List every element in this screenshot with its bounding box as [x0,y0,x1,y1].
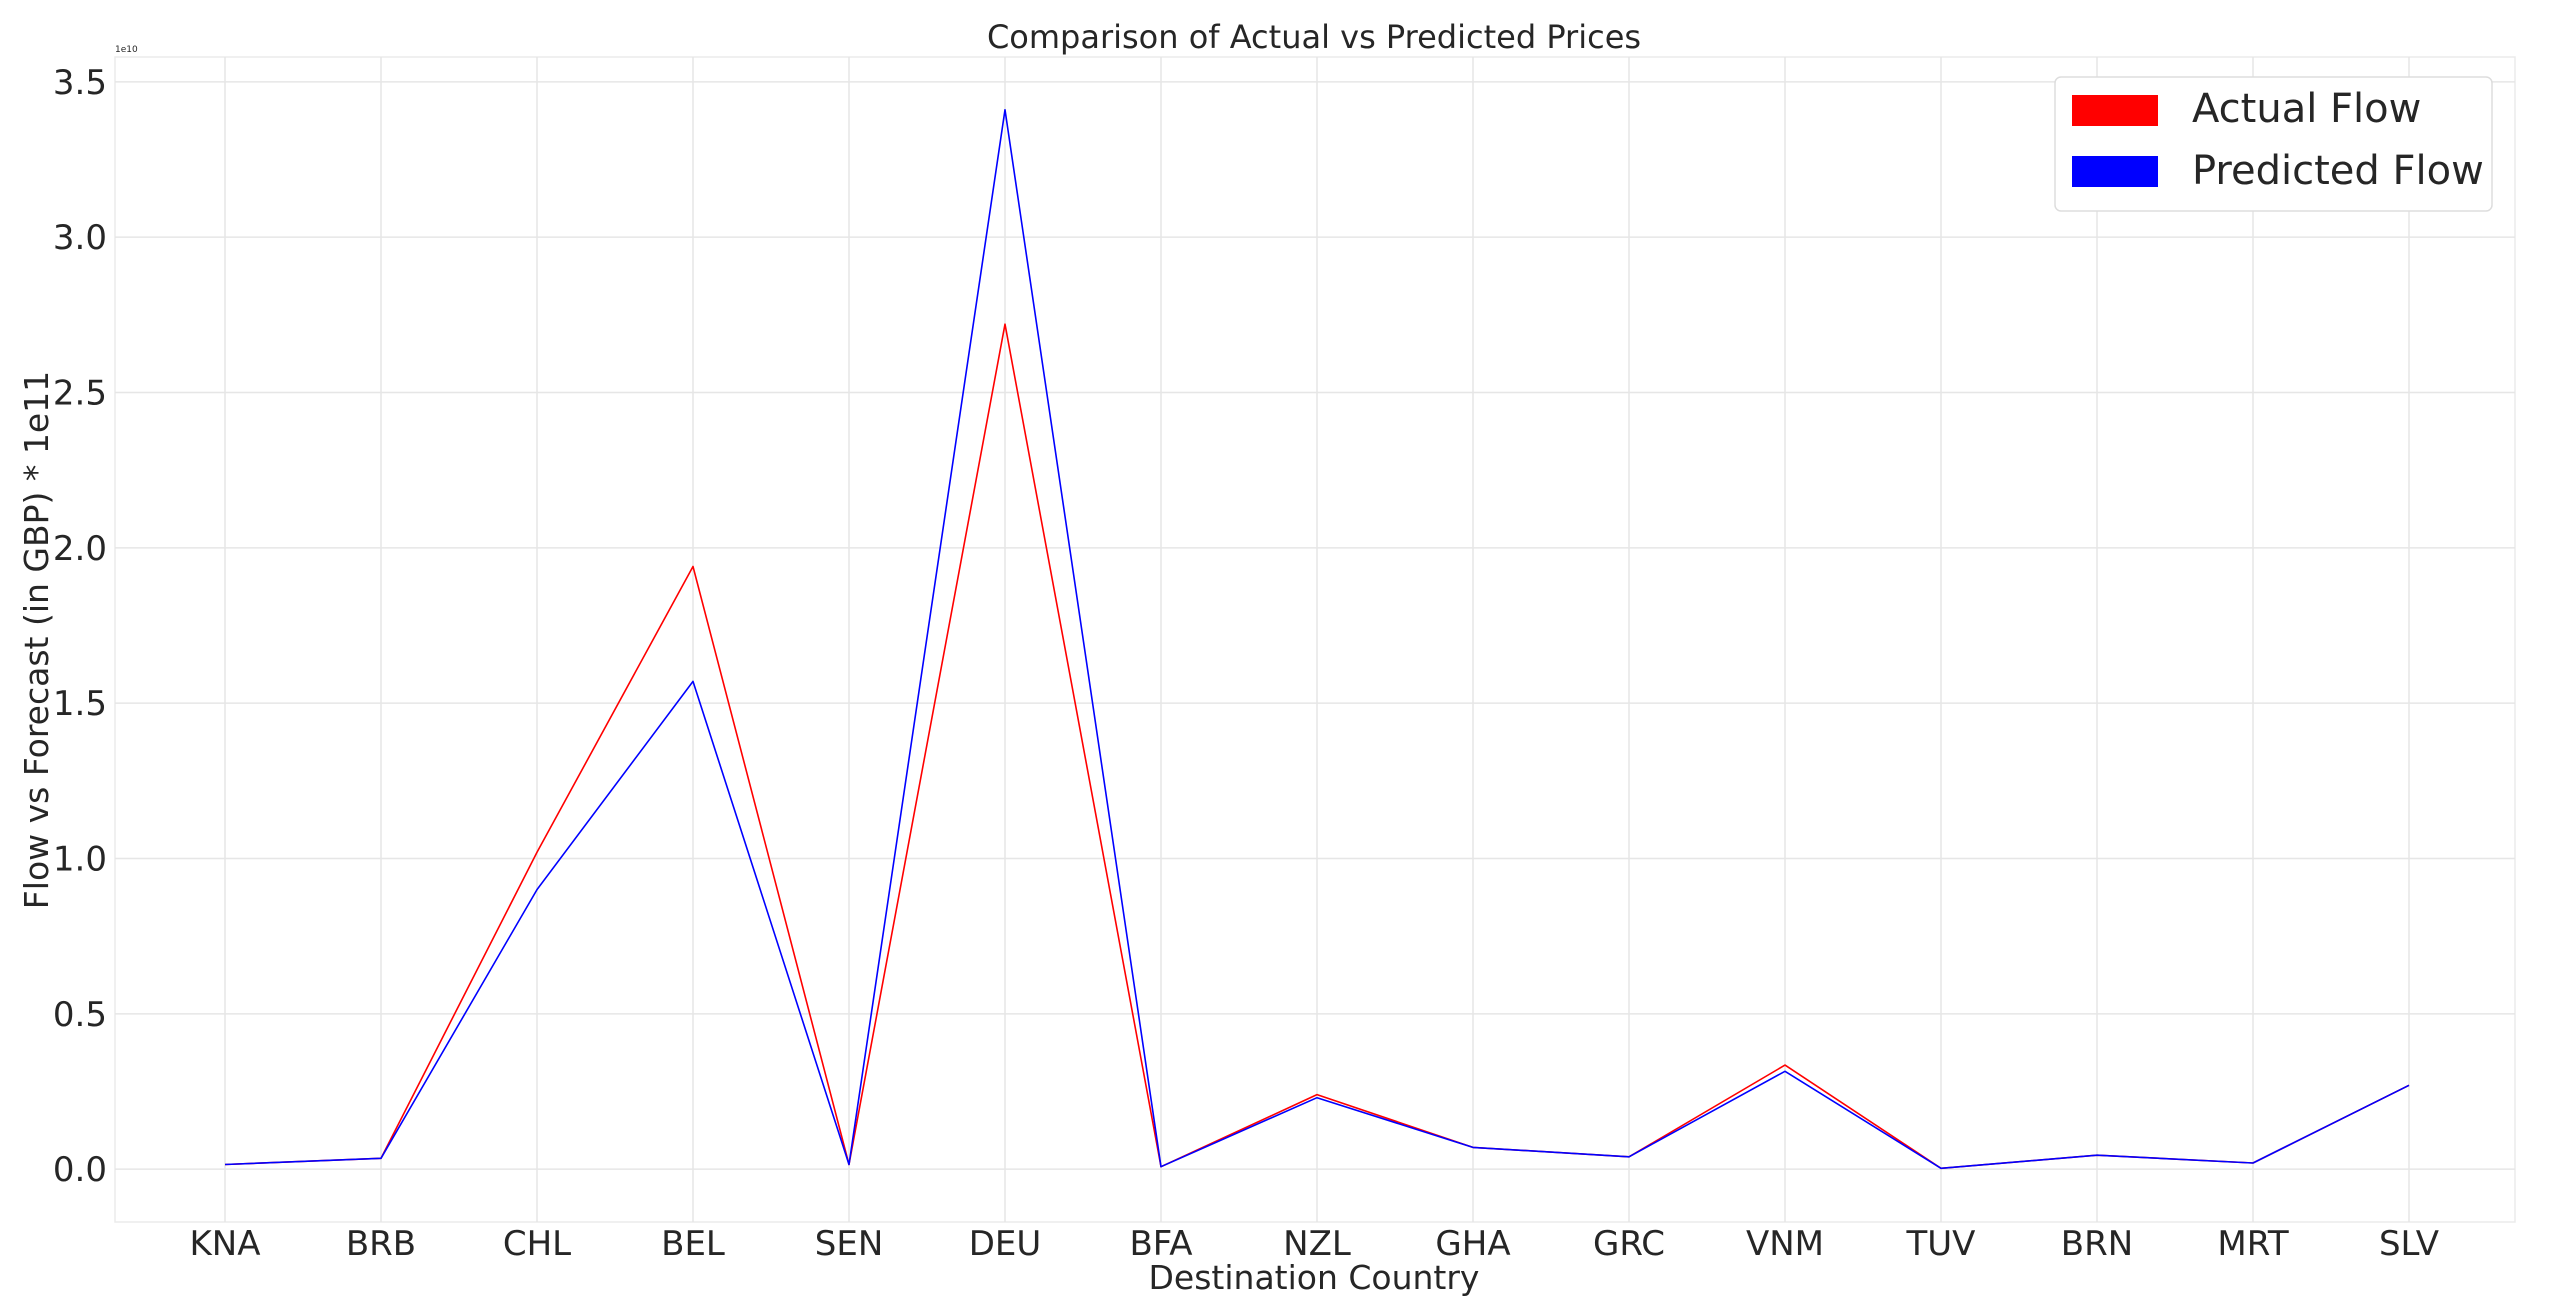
axis-offset-label: 1e10 [115,45,138,55]
y-tick-label: 3.5 [53,63,107,103]
y-tick-label: 0.5 [53,995,107,1035]
plot-area [114,56,2516,1223]
x-tick-label-slv: SLV [2379,1224,2439,1264]
x-tick-label-tuv: TUV [1906,1224,1976,1264]
x-tick-label-vnm: VNM [1746,1224,1824,1264]
x-tick-label-brb: BRB [346,1224,416,1264]
x-tick-label-bfa: BFA [1129,1224,1192,1264]
x-axis-label: Destination Country [1149,1258,1480,1297]
legend-swatch-actual-flow [2072,95,2158,126]
y-axis-ticks: 0.0 0.5 1.0 1.5 2.0 2.5 3.0 3.5 [53,63,107,1190]
y-tick-label: 1.5 [53,684,107,724]
series-lines [224,109,2410,1170]
x-tick-label-chl: CHL [503,1224,571,1264]
x-tick-label-brn: BRN [2061,1224,2133,1264]
grid [115,57,2515,1222]
x-tick-label-sen: SEN [815,1224,884,1264]
x-tick-label-bel: BEL [661,1224,725,1264]
y-tick-label: 3.0 [53,218,107,258]
x-tick-label-grc: GRC [1593,1224,1665,1264]
y-tick-label: 2.5 [53,374,107,414]
x-tick-label-mrt: MRT [2217,1224,2288,1264]
legend-label-actual-flow: Actual Flow [2192,86,2421,132]
chart-title: Comparison of Actual vs Predicted Prices [987,18,1641,56]
y-tick-label: 0.0 [53,1150,107,1190]
x-tick-label-kna: KNA [190,1224,261,1264]
legend-swatch-predicted-flow [2072,156,2158,187]
x-tick-label-deu: DEU [969,1224,1042,1264]
legend-label-predicted-flow: Predicted Flow [2192,148,2484,194]
series-line-predicted-flow [224,109,2410,1170]
x-tick-label-nzl: NZL [1283,1224,1351,1264]
legend-frame [2054,76,2493,212]
x-tick-label-gha: GHA [1435,1224,1510,1264]
y-tick-label: 1.0 [53,840,107,880]
legend: Actual Flow Predicted Flow [2054,76,2493,212]
x-axis-ticks: KNA BRB CHL BEL SEN DEU BFA NZL GHA GRC VNM TUV BRN M… [190,1224,2440,1264]
y-tick-label: 2.0 [53,529,107,569]
y-axis-label: Flow vs Forecast (in GBP) * 1e11 [17,371,56,909]
